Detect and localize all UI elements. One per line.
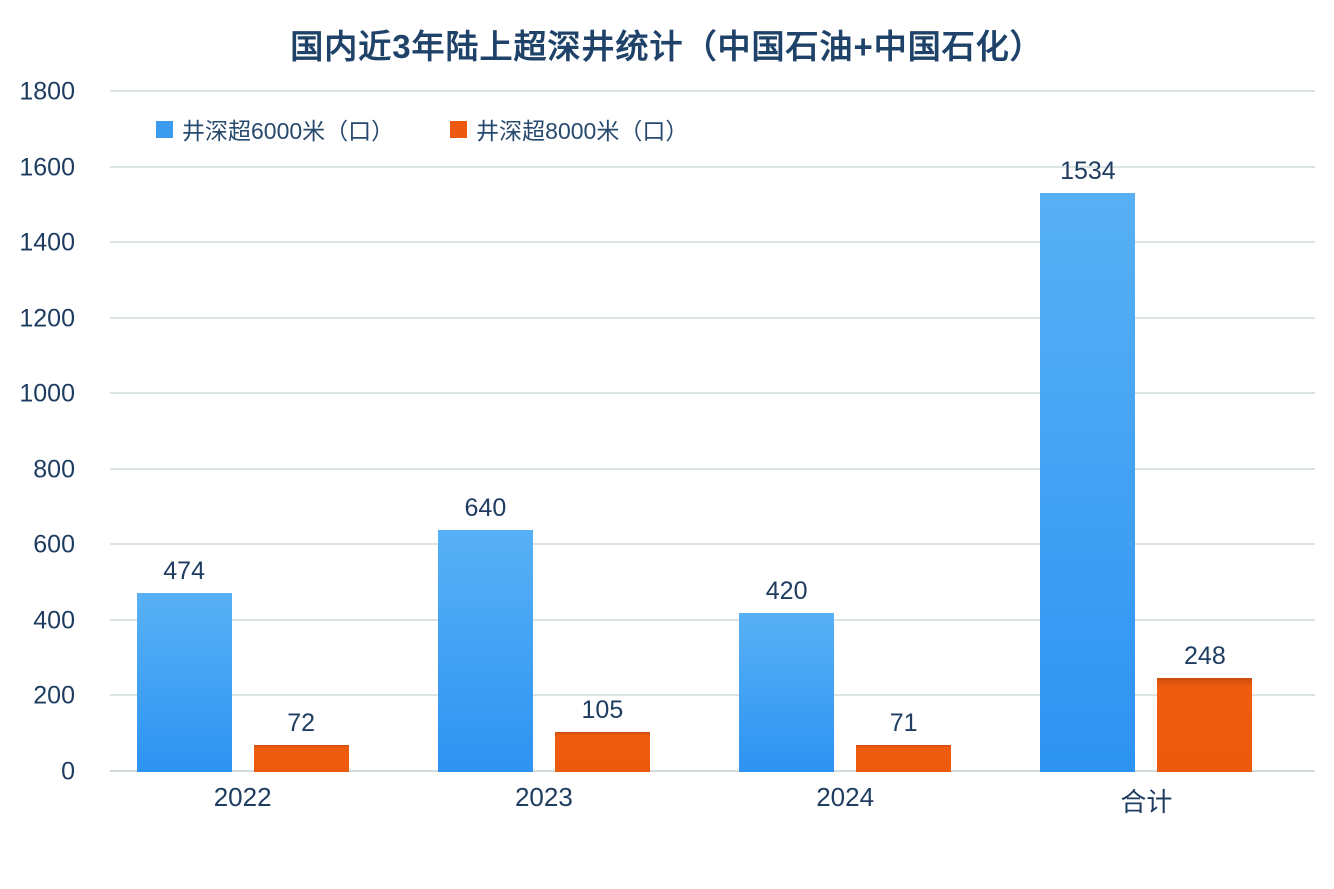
bar-pair-2024: 420 71 <box>739 92 952 772</box>
gridline-400 <box>110 618 1315 621</box>
bar-value-label: 105 <box>581 696 624 725</box>
y-tick-label-1000: 1000 <box>19 379 75 408</box>
bar-value-label: 248 <box>1184 642 1226 671</box>
x-slot-合计: 合计 <box>1014 782 1315 819</box>
gridline-200 <box>110 694 1315 697</box>
y-tick-label-1800: 1800 <box>19 77 75 106</box>
legend: 井深超6000米（口） 井深超8000米（口） <box>156 112 688 146</box>
gridline-600 <box>110 543 1315 546</box>
bar-groups: 474 72 640 105 420 71 1534 248 <box>110 92 1315 772</box>
legend-swatch-icon <box>156 120 173 138</box>
bar-value-label: 71 <box>889 709 918 738</box>
bar-series1-2022 <box>253 744 349 772</box>
x-axis: 2022 2023 2024 合计 <box>110 782 1315 819</box>
gridline-1000 <box>110 392 1315 395</box>
bar-col-series1-合计: 248 <box>1157 92 1253 772</box>
y-tick-label-600: 600 <box>33 530 75 559</box>
gridline-1400 <box>110 241 1315 244</box>
y-tick-label-1600: 1600 <box>19 153 75 182</box>
bar-series0-合计 <box>1040 192 1136 772</box>
plot-area: 474 72 640 105 420 71 1534 248 井深超6000米（口） 井深超80… <box>110 90 1315 772</box>
bar-value-label: 72 <box>287 708 316 737</box>
x-axis-label-合计: 合计 <box>1120 787 1173 817</box>
bar-col-series0-2023: 640 <box>437 92 533 772</box>
x-slot-2022: 2022 <box>110 782 411 819</box>
bar-col-series1-2024: 71 <box>856 92 952 772</box>
gridline-1200 <box>110 316 1315 319</box>
legend-label: 井深超6000米（口） <box>182 118 395 144</box>
y-tick-label-1400: 1400 <box>19 228 75 257</box>
bar-series1-2023 <box>554 732 650 772</box>
bar-col-series1-2022: 72 <box>253 92 349 772</box>
gridline-1600 <box>110 165 1315 168</box>
bar-col-series1-2023: 105 <box>554 92 650 772</box>
x-axis-label-2022: 2022 <box>213 782 272 812</box>
legend-label: 井深超8000米（口） <box>476 118 689 144</box>
x-axis-label-2023: 2023 <box>514 782 573 812</box>
bar-value-label: 474 <box>163 556 205 585</box>
gridline-800 <box>110 467 1315 470</box>
bar-series1-合计 <box>1157 678 1253 772</box>
bar-pair-2023: 640 105 <box>437 92 650 772</box>
y-tick-label-1200: 1200 <box>19 304 75 333</box>
bar-pair-2022: 474 72 <box>136 92 349 772</box>
legend-item-0: 井深超6000米（口） <box>156 112 394 146</box>
bar-value-label: 640 <box>464 494 507 523</box>
bar-group-2024: 420 71 <box>713 92 1014 772</box>
x-slot-2023: 2023 <box>411 782 712 819</box>
y-tick-label-400: 400 <box>33 606 75 635</box>
bar-pair-合计: 1534 248 <box>1040 92 1253 772</box>
bar-series0-2024 <box>739 613 835 772</box>
bar-col-series0-合计: 1534 <box>1040 92 1136 772</box>
y-axis: 0 200 400 600 800 1000 1200 1400 1600 1800 <box>0 78 95 786</box>
bar-group-2022: 474 72 <box>110 92 411 772</box>
y-tick-label-0: 0 <box>61 757 75 786</box>
legend-item-1: 井深超8000米（口） <box>450 112 688 146</box>
x-axis-label-2024: 2024 <box>816 782 875 812</box>
chart-title: 国内近3年陆上超深井统计（中国石油+中国石化） <box>290 28 1044 65</box>
bar-series0-2022 <box>136 592 232 772</box>
x-slot-2024: 2024 <box>713 782 1014 819</box>
gridline-0 <box>110 770 1315 772</box>
y-tick-label-200: 200 <box>33 681 75 710</box>
bar-value-label: 420 <box>765 577 808 606</box>
bar-series1-2024 <box>856 745 952 772</box>
bar-col-series0-2022: 474 <box>136 92 232 772</box>
bar-value-label: 1534 <box>1060 156 1116 185</box>
bar-series0-2023 <box>437 530 533 772</box>
bar-group-合计: 1534 248 <box>1014 92 1315 772</box>
bar-group-2023: 640 105 <box>411 92 712 772</box>
legend-swatch-icon <box>450 120 468 138</box>
bar-col-series0-2024: 420 <box>739 92 835 772</box>
y-tick-label-800: 800 <box>33 455 75 484</box>
gridline-1800 <box>110 90 1315 92</box>
